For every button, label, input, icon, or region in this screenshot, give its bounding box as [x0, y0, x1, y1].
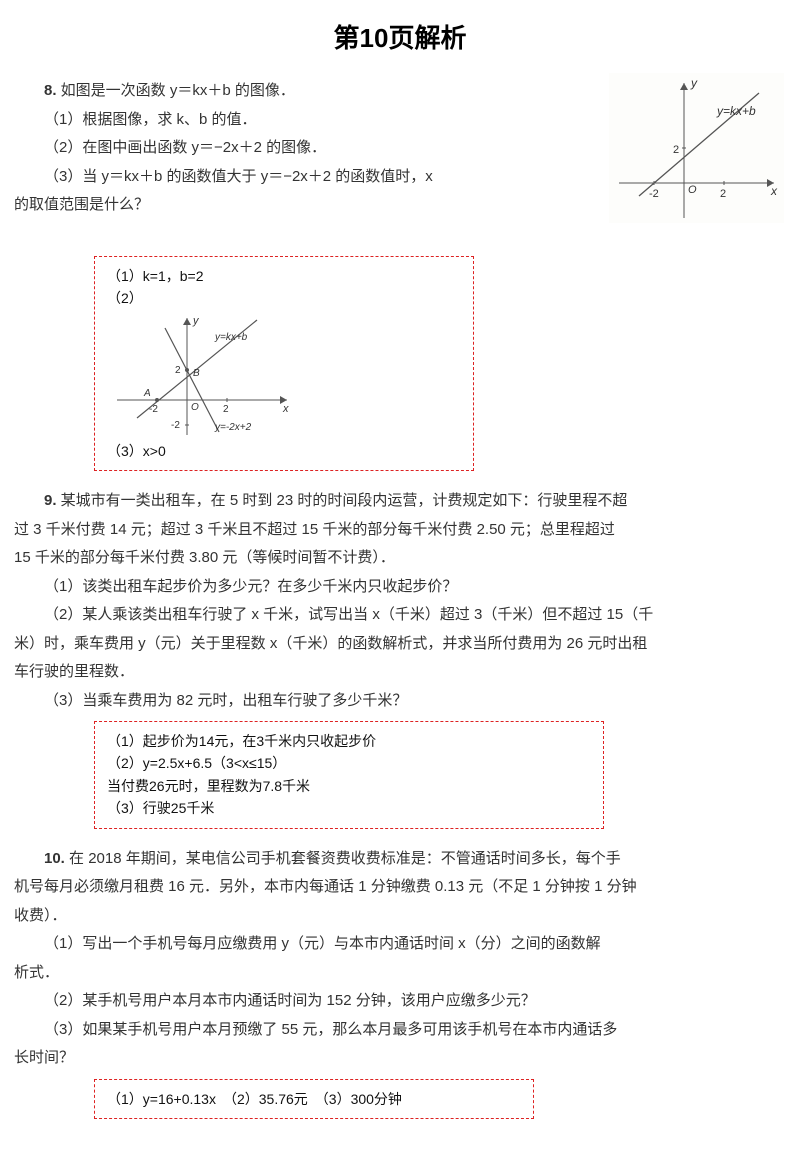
p9-s2b: 米）时，乘车费用 y（元）关于里程数 x（千米）的函数解析式，并求当所付费用为 …: [14, 630, 786, 659]
answer-9-1: （1）起步价为14元，在3千米内只收起步价: [107, 730, 591, 752]
p9-s2c: 车行驶的里程数．: [14, 658, 786, 687]
p10-s1b: 析式．: [14, 959, 786, 988]
svg-text:O: O: [688, 184, 697, 196]
p9-s3: （3）当乘车费用为 82 元时，出租车行驶了多少千米？: [14, 687, 786, 716]
p9-s2a: （2）某人乘该类出租车行驶了 x 千米，试写出当 x（千米）超过 3（千米）但不…: [14, 601, 786, 630]
answer-8-3: （3）x>0: [107, 440, 461, 462]
answer-9-2b: 当付费26元时，里程数为7.8千米: [107, 775, 591, 797]
svg-text:y=kx+b: y=kx+b: [716, 104, 756, 118]
p9-t3: 15 千米的部分每千米付费 3.80 元（等候时间暂不计费）．: [14, 544, 786, 573]
problem-9: 9. 某城市有一类出租车，在 5 时到 23 时的时间段内运营，计费规定如下：行…: [0, 483, 800, 841]
graph-8-2: -2 2 2 -2 O x y A B y=kx+b y=-2x+2: [107, 310, 297, 440]
svg-text:-2: -2: [149, 404, 158, 415]
svg-text:y: y: [192, 315, 200, 327]
svg-text:2: 2: [175, 365, 181, 376]
p10-s3a: （3）如果某手机号用户本月预缴了 55 元，那么本月最多可用该手机号在本市内通话…: [14, 1016, 786, 1045]
answer-8-1: （1）k=1，b=2: [107, 265, 461, 287]
answer-8-2: （2）: [107, 287, 461, 309]
p10-s1a: （1）写出一个手机号每月应缴费用 y（元）与本市内通话时间 x（分）之间的函数解: [14, 930, 786, 959]
p10-s3b: 长时间？: [14, 1044, 786, 1073]
graph-8-1: -2 2 2 O x y y=kx+b: [609, 73, 784, 223]
p10-t2: 机号每月必须缴月租费 16 元．另外，本市内每通话 1 分钟缴费 0.13 元（…: [14, 873, 786, 902]
svg-text:2: 2: [673, 144, 679, 156]
p9-t1: 9. 某城市有一类出租车，在 5 时到 23 时的时间段内运营，计费规定如下：行…: [14, 487, 786, 516]
answer-8: （1）k=1，b=2 （2） -2 2 2 -2 O x y: [94, 256, 474, 471]
svg-text:x: x: [282, 403, 289, 415]
answer-9-2: （2）y=2.5x+6.5（3<x≤15）: [107, 752, 591, 774]
p10-t3: 收费）．: [14, 902, 786, 931]
answer-10: （1）y=16+0.13x （2）35.76元 （3）300分钟: [94, 1079, 534, 1119]
svg-text:y: y: [690, 76, 698, 90]
p9-t2: 过 3 千米付费 14 元；超过 3 千米且不超过 15 千米的部分每千米付费 …: [14, 516, 786, 545]
answer-10-text: （1）y=16+0.13x （2）35.76元 （3）300分钟: [107, 1088, 521, 1110]
svg-text:-2: -2: [171, 420, 180, 431]
answer-9: （1）起步价为14元，在3千米内只收起步价 （2）y=2.5x+6.5（3<x≤…: [94, 721, 604, 829]
problem-8: -2 2 2 O x y y=kx+b 8. 如图是一次函数 y＝kx＋b 的图…: [0, 73, 800, 483]
p10-s2: （2）某手机号用户本月本市内通话时间为 152 分钟，该用户应缴多少元？: [14, 987, 786, 1016]
svg-text:A: A: [143, 388, 151, 399]
svg-text:2: 2: [720, 188, 726, 200]
svg-text:x: x: [770, 184, 778, 198]
p10-t1: 10. 在 2018 年期间，某电信公司手机套餐资费收费标准是：不管通话时间多长…: [14, 845, 786, 874]
tick-neg2: -2: [649, 188, 659, 200]
svg-text:2: 2: [223, 404, 229, 415]
svg-text:y=kx+b: y=kx+b: [214, 332, 248, 343]
answer-9-3: （3）行驶25千米: [107, 797, 591, 819]
svg-text:O: O: [191, 402, 199, 413]
page-title: 第10页解析: [0, 0, 800, 73]
svg-text:B: B: [193, 368, 200, 379]
p9-s1: （1）该类出租车起步价为多少元？在多少千米内只收起步价？: [14, 573, 786, 602]
problem-10: 10. 在 2018 年期间，某电信公司手机套餐资费收费标准是：不管通话时间多长…: [0, 841, 800, 1131]
svg-text:y=-2x+2: y=-2x+2: [214, 422, 252, 433]
